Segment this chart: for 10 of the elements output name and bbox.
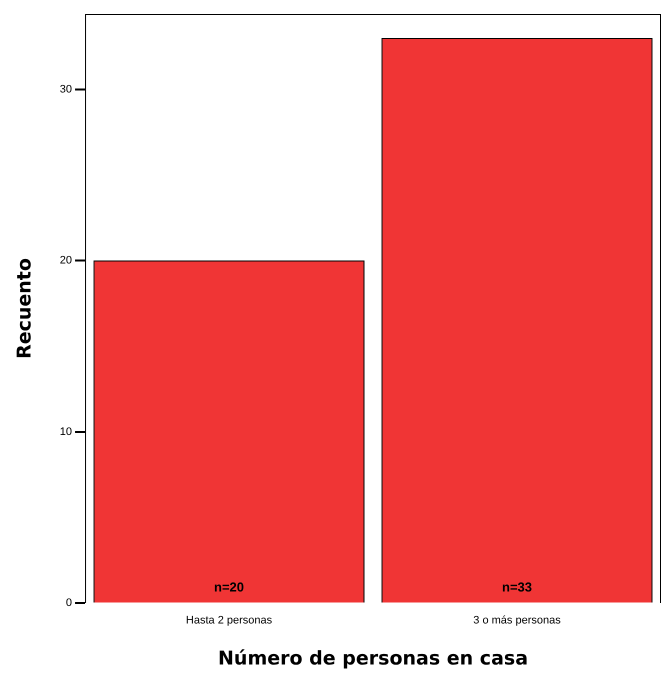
x-tick-label: 3 o más personas (473, 614, 562, 627)
data-label: n=20 (214, 580, 244, 595)
y-tick-label: 10 (60, 426, 72, 438)
data-label: n=33 (502, 580, 532, 595)
x-tick-label: Hasta 2 personas (186, 614, 273, 627)
x-axis-title: Número de personas en casa (218, 648, 528, 670)
y-tick-label: 0 (66, 597, 72, 610)
y-tick-label: 30 (60, 83, 72, 96)
y-tick-label: 20 (60, 254, 72, 267)
y-axis-title: Recuento (13, 258, 36, 359)
